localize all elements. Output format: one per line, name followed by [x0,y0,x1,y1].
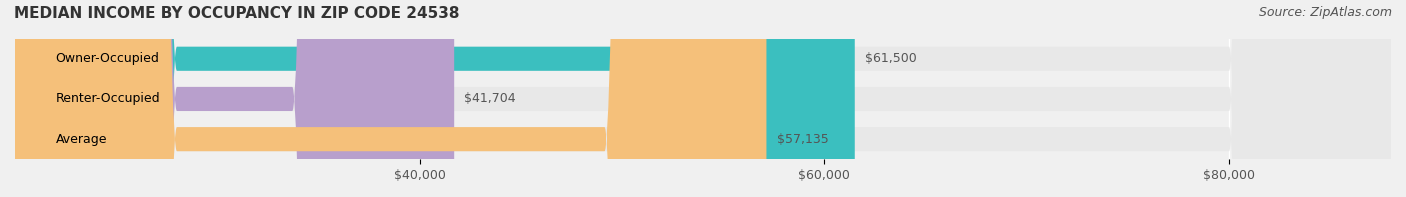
Text: Source: ZipAtlas.com: Source: ZipAtlas.com [1258,6,1392,19]
FancyBboxPatch shape [15,0,1391,197]
Text: Owner-Occupied: Owner-Occupied [55,52,159,65]
FancyBboxPatch shape [15,0,855,197]
Text: $41,704: $41,704 [464,92,516,105]
Text: Average: Average [55,133,107,146]
FancyBboxPatch shape [15,0,1391,197]
FancyBboxPatch shape [15,0,1391,197]
FancyBboxPatch shape [15,0,454,197]
FancyBboxPatch shape [15,0,766,197]
Text: $57,135: $57,135 [776,133,828,146]
Text: MEDIAN INCOME BY OCCUPANCY IN ZIP CODE 24538: MEDIAN INCOME BY OCCUPANCY IN ZIP CODE 2… [14,6,460,21]
Text: $61,500: $61,500 [865,52,917,65]
Text: Renter-Occupied: Renter-Occupied [55,92,160,105]
